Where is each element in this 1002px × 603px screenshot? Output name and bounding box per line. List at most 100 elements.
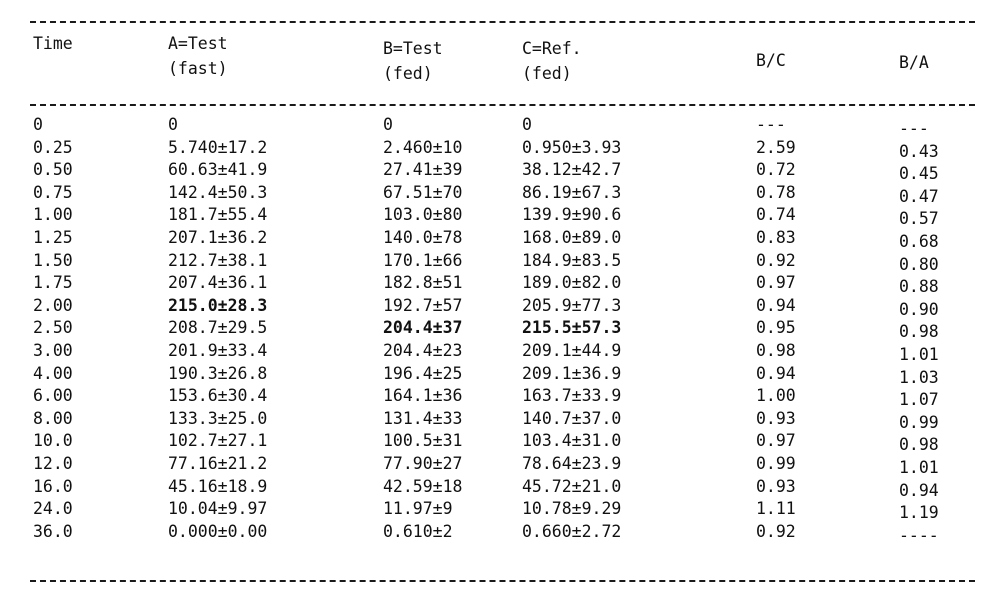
cell-a: 215.0±28.3: [168, 295, 268, 315]
cell-bc: 0.97: [756, 431, 796, 451]
cell-ba: 0.80: [899, 254, 939, 274]
header-b: B=Test (fed): [383, 36, 443, 86]
cell-c: 184.9±83.5: [522, 250, 622, 270]
cell-a: 77.16±21.2: [168, 453, 268, 473]
cell-time: 16.0: [33, 476, 73, 496]
cell-bc: 0.72: [756, 160, 796, 180]
cell-bc: 0.78: [756, 182, 796, 202]
table-row: 1.75 207.4±36.1 182.8±51 189.0±82.0 0.97 0.88: [0, 272, 1002, 296]
cell-a: 208.7±29.5: [168, 318, 268, 338]
cell-a: 45.16±18.9: [168, 476, 268, 496]
cell-bc: 0.83: [756, 227, 796, 247]
cell-time: 3.00: [33, 340, 73, 360]
cell-bc: 0.97: [756, 273, 796, 293]
cell-time: 1.00: [33, 205, 73, 225]
header-c-line1: C=Ref.: [522, 39, 582, 58]
cell-c: 45.72±21.0: [522, 476, 622, 496]
cell-c: 10.78±9.29: [522, 499, 622, 519]
table-row: 1.00 181.7±55.4 103.0±80 139.9±90.6 0.74 0.57: [0, 204, 1002, 229]
cell-a: 5.740±17.2: [168, 137, 268, 157]
cell-bc: 0.99: [756, 453, 796, 473]
table-row: 4.00 190.3±26.8 196.4±25 209.1±36.9 0.94 1.03: [0, 363, 1002, 387]
cell-time: 0.25: [33, 137, 73, 157]
cell-a: 142.4±50.3: [168, 182, 268, 202]
table-row: 24.0 10.04±9.97 11.97±9 10.78±9.29 1.11 1.19: [0, 498, 1002, 523]
cell-a: 102.7±27.1: [168, 431, 268, 451]
cell-c: 78.64±23.9: [522, 453, 622, 473]
cell-ba: 0.98: [899, 322, 939, 342]
cell-c: 103.4±31.0: [522, 431, 622, 451]
cell-ba: 1.01: [899, 344, 939, 364]
cell-bc: 1.00: [756, 386, 796, 406]
cell-ba: 0.98: [899, 435, 939, 455]
cell-bc: 0.92: [756, 521, 796, 541]
cell-ba: ---: [899, 119, 929, 138]
header-time-label: Time: [33, 34, 73, 53]
cell-time: 1.50: [33, 250, 73, 270]
cell-a: 212.7±38.1: [168, 250, 268, 270]
header-a: A=Test (fast): [168, 31, 228, 81]
header-bc-label: B/C: [756, 51, 786, 70]
cell-bc: 0.94: [756, 295, 796, 315]
table-row: 10.0 102.7±27.1 100.5±31 103.4±31.0 0.97 0.98: [0, 430, 1002, 455]
cell-a: 60.63±41.9: [168, 160, 268, 180]
header-a-line2: (fast): [168, 59, 228, 78]
cell-ba: 0.68: [899, 231, 939, 251]
cell-c: 189.0±82.0: [522, 273, 622, 293]
header-ba-label: B/A: [899, 53, 929, 72]
cell-a: 207.1±36.2: [168, 227, 268, 247]
cell-ba: 0.94: [899, 480, 939, 500]
cell-a: 10.04±9.97: [168, 499, 268, 519]
cell-bc: 0.74: [756, 205, 796, 225]
cell-c: 205.9±77.3: [522, 295, 622, 315]
cell-a: 201.9±33.4: [168, 340, 268, 360]
cell-a: 181.7±55.4: [168, 205, 268, 225]
cell-time: 12.0: [33, 453, 73, 473]
cell-time: 24.0: [33, 499, 73, 519]
cell-bc: 0.94: [756, 363, 796, 383]
table-row: 2.00 215.0±28.3 192.7±57 205.9±77.3 0.94 0.90: [0, 295, 1002, 319]
cell-b: 103.0±80: [383, 205, 463, 225]
cell-ba: 1.03: [899, 367, 939, 387]
cell-ba: 0.90: [899, 299, 939, 319]
table-row: 1.50 212.7±38.1 170.1±66 184.9±83.5 0.92 0.80: [0, 250, 1002, 274]
cell-b: 0: [383, 115, 393, 134]
cell-time: 10.0: [33, 431, 73, 451]
cell-c: 86.19±67.3: [522, 182, 622, 202]
cell-bc: 0.93: [756, 476, 796, 496]
cell-bc: ---: [756, 115, 786, 134]
cell-c: 168.0±89.0: [522, 227, 622, 247]
cell-c: 140.7±37.0: [522, 408, 622, 428]
cell-c: 139.9±90.6: [522, 205, 622, 225]
cell-time: 0.75: [33, 182, 73, 202]
cell-a: 153.6±30.4: [168, 386, 268, 406]
cell-a: 207.4±36.1: [168, 273, 268, 293]
cell-b: 77.90±27: [383, 453, 463, 473]
header-dashed-rule: [30, 104, 975, 106]
cell-c: 0.950±3.93: [522, 137, 622, 157]
cell-b: 100.5±31: [383, 431, 463, 451]
table-row: 2.50 208.7±29.5 204.4±37 215.5±57.3 0.95 0.98: [0, 317, 1002, 342]
cell-b: 196.4±25: [383, 363, 463, 383]
cell-time: 4.00: [33, 363, 73, 383]
header-b-line1: B=Test: [383, 39, 443, 58]
top-dashed-rule: [30, 21, 975, 23]
cell-ba: 0.43: [899, 141, 939, 161]
cell-ba: 1.19: [899, 503, 939, 523]
cell-b: 67.51±70: [383, 182, 463, 202]
cell-c: 209.1±36.9: [522, 363, 622, 383]
cell-b: 27.41±39: [383, 160, 463, 180]
cell-c: 215.5±57.3: [522, 318, 622, 338]
cell-time: 0: [33, 115, 43, 134]
cell-b: 204.4±23: [383, 340, 463, 360]
cell-c: 209.1±44.9: [522, 340, 622, 360]
cell-ba: 0.57: [899, 209, 939, 229]
cell-time: 2.00: [33, 295, 73, 315]
cell-b: 204.4±37: [383, 318, 463, 338]
cell-ba: 1.07: [899, 390, 939, 410]
cell-bc: 2.59: [756, 137, 796, 157]
table-row: 36.0 0.000±0.00 0.610±2 0.660±2.72 0.92 ----: [0, 521, 1002, 545]
cell-b: 11.97±9: [383, 499, 453, 519]
cell-time: 2.50: [33, 318, 73, 338]
header-b-line2: (fed): [383, 64, 433, 83]
